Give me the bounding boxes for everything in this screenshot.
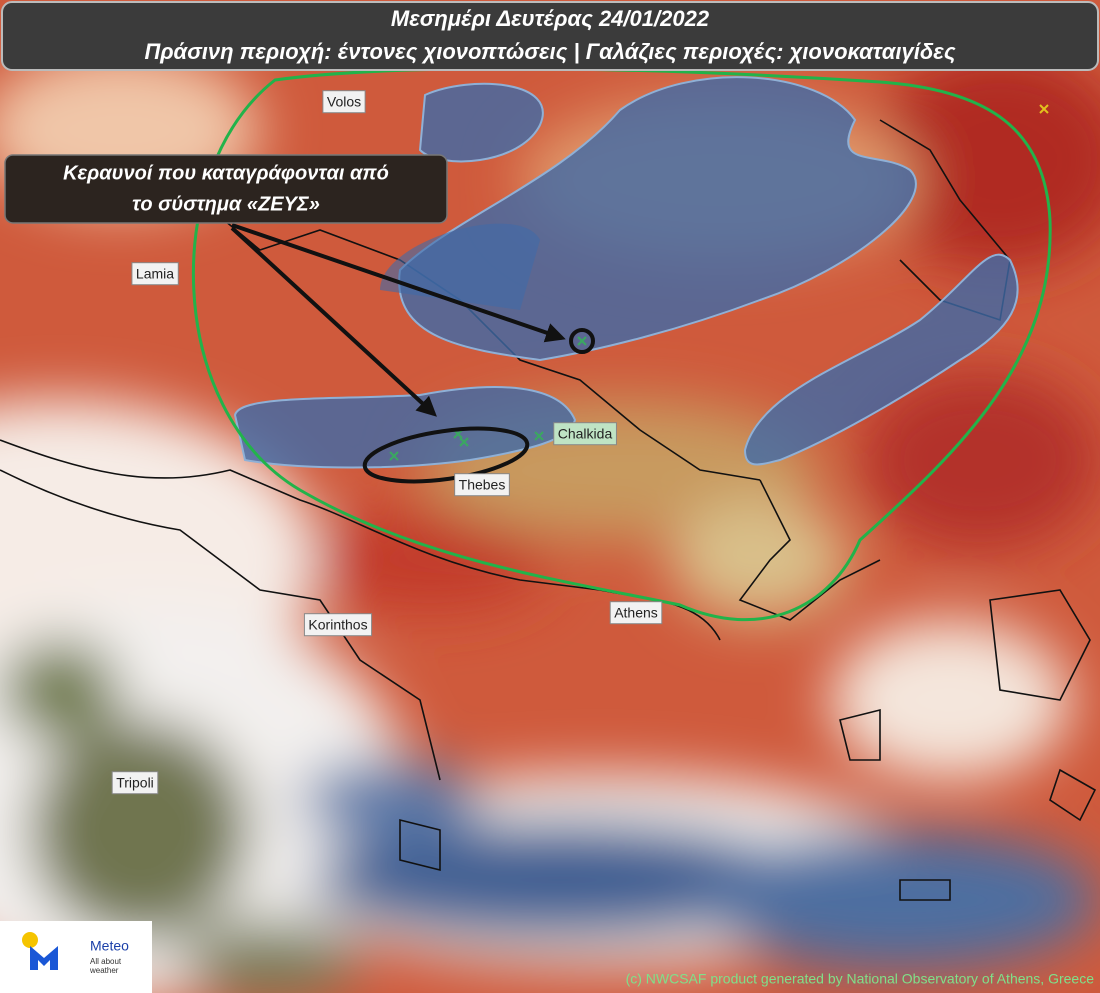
city-label: Athens xyxy=(614,605,658,621)
city-label-box xyxy=(303,613,373,637)
annotation: Κεραυνοί που καταγράφονται από το σύστημ… xyxy=(4,154,448,224)
city-label: Korinthos xyxy=(308,617,367,633)
city-label-box xyxy=(454,473,510,497)
title-line: Πράσινη περιοχή: έντονες χιονοπτώσεις | … xyxy=(144,39,955,64)
heavy-snow-area xyxy=(191,67,1052,622)
city-label-box xyxy=(609,601,663,625)
logo-name: Meteo xyxy=(90,938,129,954)
annotation-marks xyxy=(230,223,595,484)
logo-tagline: All about xyxy=(90,957,122,966)
city-label: Lamia xyxy=(136,266,174,282)
city-label: Tripoli xyxy=(116,775,154,791)
city-labels: Volos Lamia Chalkida Thebes Korinthos At… xyxy=(111,90,663,795)
city-label: Thebes xyxy=(459,477,506,493)
city-label-box xyxy=(553,422,617,446)
title-line: Μεσημέρι Δευτέρας 24/01/2022 xyxy=(391,6,710,31)
city-label-box xyxy=(322,90,366,114)
logo: Meteo All about weather xyxy=(0,921,152,993)
city-label-box xyxy=(111,771,159,795)
snowstorm-areas xyxy=(233,76,1019,469)
logo-tagline: weather xyxy=(89,966,119,975)
annotation-line: το σύστημα «ΖΕΥΣ» xyxy=(132,193,320,215)
city-label: Chalkida xyxy=(558,426,613,442)
annotation-line: Κεραυνοί που καταγράφονται από xyxy=(63,162,389,184)
city-label-box xyxy=(131,262,179,286)
lightning-marks xyxy=(389,104,1049,461)
header: Μεσημέρι Δευτέρας 24/01/2022 Πράσινη περ… xyxy=(1,1,1099,71)
credit: (c) NWCSAF product generated by National… xyxy=(626,971,1095,987)
city-label: Volos xyxy=(327,94,361,110)
